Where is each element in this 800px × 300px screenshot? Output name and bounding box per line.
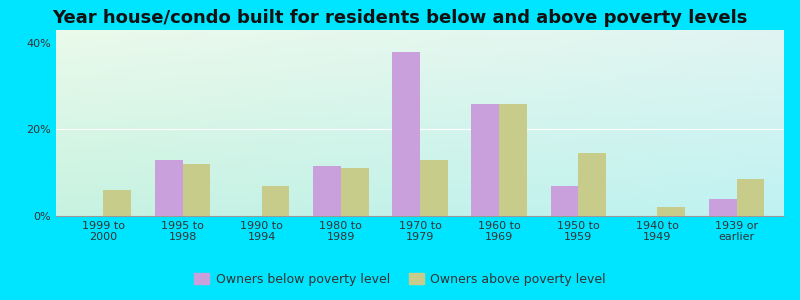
Text: Year house/condo built for residents below and above poverty levels: Year house/condo built for residents bel…: [52, 9, 748, 27]
Bar: [658, 207, 685, 216]
Bar: [578, 153, 606, 216]
Bar: [420, 160, 448, 216]
Legend: Owners below poverty level, Owners above poverty level: Owners below poverty level, Owners above…: [190, 268, 610, 291]
Bar: [155, 160, 182, 216]
Bar: [550, 186, 578, 216]
Bar: [737, 179, 764, 216]
Bar: [341, 168, 369, 216]
Bar: [103, 190, 131, 216]
Bar: [392, 52, 420, 216]
Bar: [709, 199, 737, 216]
Bar: [499, 103, 527, 216]
Bar: [313, 166, 341, 216]
Bar: [471, 103, 499, 216]
Bar: [262, 186, 290, 216]
Bar: [182, 164, 210, 216]
